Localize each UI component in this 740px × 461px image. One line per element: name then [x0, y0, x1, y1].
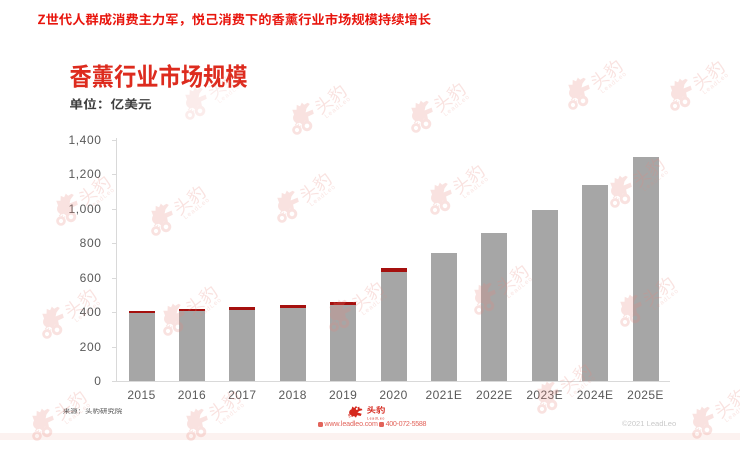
svg-text:LeadLeo: LeadLeo: [367, 416, 385, 420]
